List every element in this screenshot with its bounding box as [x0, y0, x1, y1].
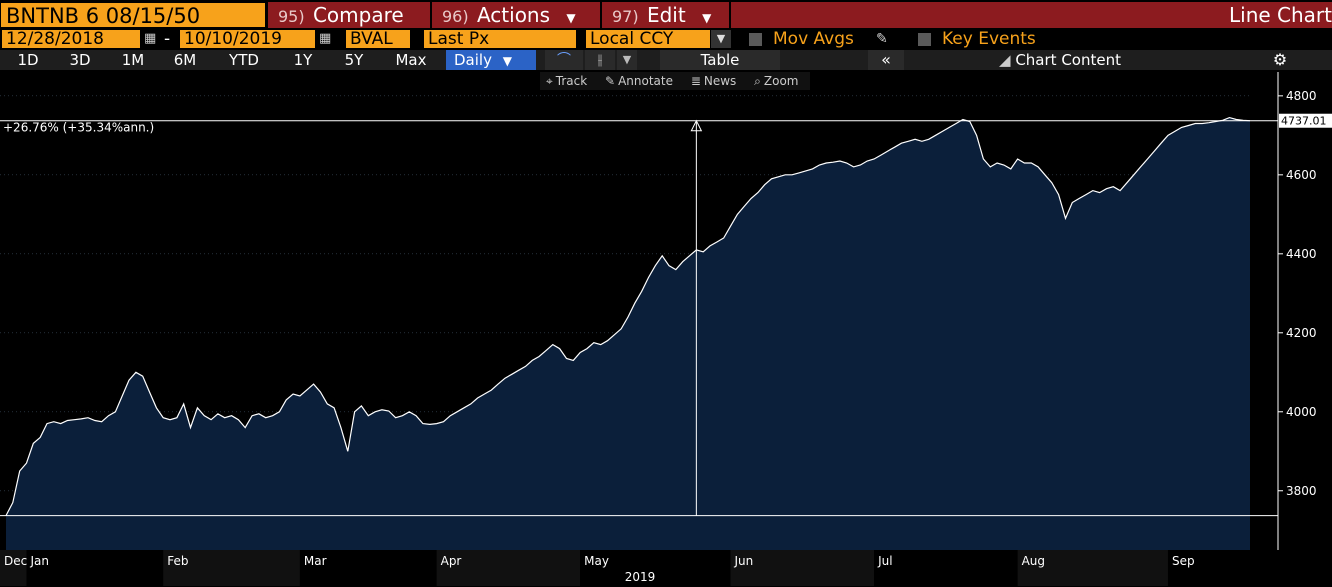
- x-tick-label: Dec: [4, 554, 27, 568]
- performance-annotation: +26.76% (+35.34%ann.): [3, 121, 154, 135]
- mov-avgs-checkbox[interactable]: [749, 33, 762, 46]
- frequency-label: Daily: [454, 51, 492, 69]
- compare-shortcut: 95): [278, 7, 305, 26]
- month-band: [0, 550, 27, 586]
- calendar-icon[interactable]: ▦: [144, 31, 157, 46]
- actions-shortcut: 96): [442, 7, 469, 26]
- annotate-icon: ✎: [605, 74, 616, 88]
- chart-content-label: Chart Content: [1015, 51, 1121, 69]
- track-tool[interactable]: Track: [555, 74, 588, 88]
- period-6m-button[interactable]: 6M: [173, 51, 197, 69]
- x-tick-label: Apr: [441, 554, 462, 568]
- period-1y-button[interactable]: 1Y: [293, 51, 313, 69]
- y-tick-label: 4600: [1286, 168, 1317, 182]
- x-tick-label: Jun: [734, 554, 754, 568]
- chevron-down-icon: ▼: [702, 11, 712, 25]
- last-value-badge: [1279, 113, 1332, 128]
- chart-tools-bar: ⌖ Track ✎ Annotate ≣ News ⌕ Zoom: [540, 72, 810, 90]
- month-band: [580, 550, 731, 586]
- period-ytd-button[interactable]: YTD: [229, 51, 259, 69]
- line-chart-icon[interactable]: ⌒: [545, 50, 583, 70]
- month-band: [730, 550, 875, 586]
- month-band: [874, 550, 1018, 586]
- chevron-down-icon[interactable]: ▼: [711, 30, 731, 48]
- frequency-selector[interactable]: Daily ▼: [446, 50, 536, 70]
- chevron-down-icon: ▼: [502, 54, 512, 68]
- actions-button[interactable]: 96) Actions ▼: [432, 2, 600, 28]
- calendar-icon[interactable]: ▦: [319, 31, 332, 46]
- start-date-field[interactable]: 12/28/2018: [2, 30, 140, 48]
- table-button[interactable]: Table: [660, 50, 780, 70]
- bar-chart-icon[interactable]: ⫲: [585, 50, 615, 70]
- end-date-field[interactable]: 10/10/2019: [180, 30, 315, 48]
- price-area: [6, 117, 1250, 550]
- chart-content-button[interactable]: ◢ Chart Content: [930, 50, 1190, 70]
- zoom-tool[interactable]: Zoom: [763, 74, 799, 88]
- x-axis: Dec Jan Feb Mar Apr May Jun Jul Aug Sep: [0, 550, 1278, 586]
- news-tool[interactable]: News: [703, 74, 737, 88]
- pencil-icon[interactable]: ✎: [876, 31, 888, 47]
- month-band: [436, 550, 581, 586]
- date-range-dash: -: [164, 29, 171, 49]
- x-axis-year-label: 2019: [625, 570, 656, 584]
- security-ticker-field[interactable]: BNTNB 6 08/15/50: [0, 2, 266, 28]
- period-1m-button[interactable]: 1M: [121, 51, 145, 69]
- field-selector[interactable]: Last Px: [424, 30, 576, 48]
- price-chart[interactable]: +26.76% (+35.34%ann.) 3800 4000 4200 4400 46…: [0, 72, 1332, 587]
- y-axis: 3800 4000 4200 4400 4600 4800: [1277, 72, 1317, 550]
- chevron-down-icon[interactable]: ▼: [617, 50, 637, 70]
- collapse-icon[interactable]: «: [868, 50, 904, 70]
- currency-selector[interactable]: Local CCY: [586, 30, 710, 48]
- compare-label: Compare: [312, 3, 404, 27]
- price-line: [5, 116, 1251, 516]
- period-1d-button[interactable]: 1D: [17, 51, 39, 69]
- y-tick-label: 4000: [1286, 405, 1317, 419]
- x-tick-label: Feb: [167, 554, 188, 568]
- month-band: [163, 550, 300, 586]
- key-events-checkbox[interactable]: [918, 33, 931, 46]
- actions-label: Actions: [476, 3, 551, 27]
- track-icon: ⌖: [546, 74, 553, 88]
- compare-button[interactable]: 95) Compare: [268, 2, 430, 28]
- y-tick-label: 3800: [1286, 484, 1317, 498]
- chevron-down-icon: ▼: [566, 11, 576, 25]
- last-value-label: 4737.01: [1281, 115, 1327, 128]
- edit-button[interactable]: 97) Edit ▼: [602, 2, 729, 28]
- annotate-tool[interactable]: Annotate: [618, 74, 673, 88]
- x-tick-label: Aug: [1022, 554, 1045, 568]
- mov-avgs-label: Mov Avgs: [773, 29, 854, 49]
- period-3d-button[interactable]: 3D: [69, 51, 91, 69]
- period-max-button[interactable]: Max: [395, 51, 427, 69]
- month-band: [26, 550, 164, 586]
- gear-icon[interactable]: ⚙: [1272, 50, 1288, 69]
- zoom-icon: ⌕: [754, 74, 761, 88]
- x-tick-label: May: [584, 554, 609, 568]
- x-tick-label: Sep: [1172, 554, 1195, 568]
- edit-shortcut: 97): [612, 7, 639, 26]
- y-tick-label: 4400: [1286, 247, 1317, 261]
- period-5y-button[interactable]: 5Y: [344, 51, 364, 69]
- month-band: [1167, 550, 1278, 586]
- y-tick-label: 4200: [1286, 326, 1317, 340]
- x-tick-label: Mar: [304, 554, 327, 568]
- window-title: Line Chart: [731, 2, 1332, 28]
- news-icon: ≣: [690, 74, 701, 88]
- month-band: [1017, 550, 1168, 586]
- y-tick-label: 4800: [1286, 89, 1317, 103]
- chart-content-icon: ◢: [999, 51, 1011, 69]
- x-tick-label: Jul: [877, 554, 892, 568]
- edit-label: Edit: [646, 3, 686, 27]
- x-tick-label: Jan: [30, 554, 49, 568]
- arrow-up-icon: [690, 119, 703, 132]
- key-events-label: Key Events: [942, 29, 1036, 49]
- pricing-source-field[interactable]: BVAL: [346, 30, 410, 48]
- month-band: [299, 550, 437, 586]
